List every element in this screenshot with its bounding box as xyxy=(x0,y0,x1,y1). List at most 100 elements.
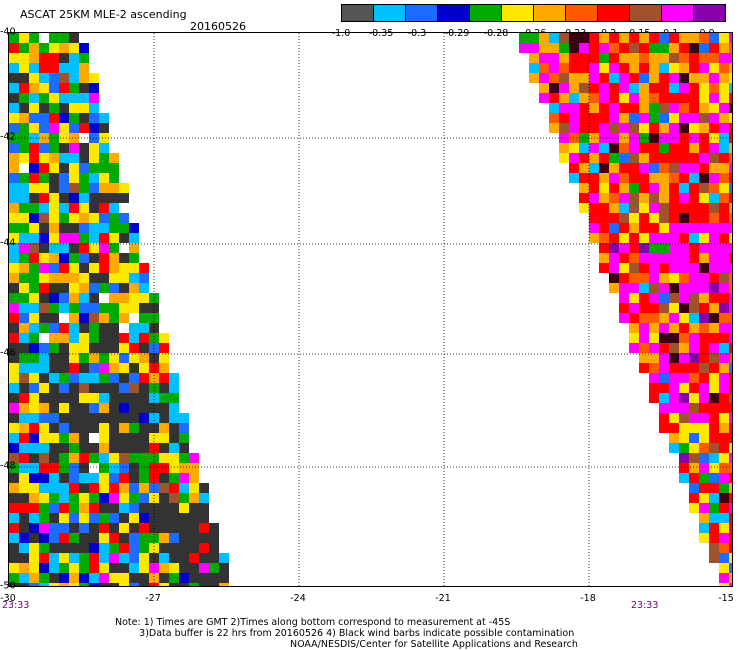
wind-cell xyxy=(719,513,729,523)
wind-cell xyxy=(69,363,79,373)
wind-cell xyxy=(89,433,99,443)
wind-cell xyxy=(109,583,119,586)
wind-cell xyxy=(599,263,609,273)
wind-cell xyxy=(19,153,29,163)
wind-cell xyxy=(119,313,129,323)
wind-cell xyxy=(59,53,69,63)
wind-cell xyxy=(589,163,599,173)
wind-cell xyxy=(689,493,699,503)
wind-cell xyxy=(709,333,719,343)
wind-cell xyxy=(649,203,659,213)
wind-cell xyxy=(99,483,109,493)
wind-cell xyxy=(199,583,209,586)
wind-cell xyxy=(9,553,19,563)
wind-cell xyxy=(199,533,209,543)
wind-cell xyxy=(139,303,149,313)
wind-cell xyxy=(49,183,59,193)
wind-cell xyxy=(699,223,709,233)
wind-cell xyxy=(19,563,29,573)
wind-cell xyxy=(59,73,69,83)
wind-cell xyxy=(89,413,99,423)
wind-cell xyxy=(689,473,699,483)
wind-cell xyxy=(639,113,649,123)
wind-cell xyxy=(719,343,729,353)
wind-cell xyxy=(9,413,19,423)
wind-cell xyxy=(669,433,679,443)
wind-cell xyxy=(59,103,69,113)
wind-cell xyxy=(159,503,169,513)
wind-cell xyxy=(699,83,709,93)
wind-cell xyxy=(609,233,619,243)
wind-cell xyxy=(9,453,19,463)
wind-cell xyxy=(609,183,619,193)
wind-cell xyxy=(649,113,659,123)
wind-cell xyxy=(609,193,619,203)
wind-cell xyxy=(79,83,89,93)
wind-cell xyxy=(9,173,19,183)
wind-cell xyxy=(679,323,689,333)
wind-cell xyxy=(69,443,79,453)
wind-cell xyxy=(49,163,59,173)
wind-cell xyxy=(679,43,689,53)
wind-cell xyxy=(89,93,99,103)
wind-cell xyxy=(159,443,169,453)
colorbar-swatch xyxy=(469,4,502,22)
wind-cell xyxy=(669,403,679,413)
wind-cell xyxy=(649,313,659,323)
wind-cell xyxy=(109,303,119,313)
wind-cell xyxy=(679,343,689,353)
wind-cell xyxy=(179,493,189,503)
wind-cell xyxy=(719,113,729,123)
wind-cell xyxy=(129,363,139,373)
wind-cell xyxy=(39,173,49,183)
wind-cell xyxy=(639,203,649,213)
wind-cell xyxy=(719,93,729,103)
wind-cell xyxy=(9,103,19,113)
wind-cell xyxy=(69,493,79,503)
wind-cell xyxy=(139,513,149,523)
wind-cell xyxy=(159,573,169,583)
wind-cell xyxy=(149,333,159,343)
wind-cell xyxy=(9,243,19,253)
wind-cell xyxy=(729,253,732,263)
wind-cell xyxy=(89,303,99,313)
wind-cell xyxy=(679,233,689,243)
wind-cell xyxy=(149,543,159,553)
wind-cell xyxy=(79,473,89,483)
wind-cell xyxy=(159,373,169,383)
wind-cell xyxy=(29,143,39,153)
wind-cell xyxy=(629,93,639,103)
wind-cell xyxy=(579,113,589,123)
wind-cell xyxy=(79,143,89,153)
wind-cell xyxy=(599,163,609,173)
wind-cell xyxy=(9,353,19,363)
wind-cell xyxy=(159,483,169,493)
wind-cell xyxy=(29,283,39,293)
wind-cell xyxy=(589,63,599,73)
wind-cell xyxy=(149,393,159,403)
wind-cell xyxy=(689,233,699,243)
wind-cell xyxy=(679,293,689,303)
wind-cell xyxy=(669,73,679,83)
wind-cell xyxy=(189,473,199,483)
wind-cell xyxy=(109,553,119,563)
wind-cell xyxy=(19,533,29,543)
wind-cell xyxy=(689,323,699,333)
wind-cell xyxy=(699,373,709,383)
wind-cell xyxy=(129,523,139,533)
wind-cell xyxy=(69,243,79,253)
wind-cell xyxy=(189,583,199,586)
wind-cell xyxy=(619,183,629,193)
wind-cell xyxy=(89,223,99,233)
wind-cell xyxy=(649,343,659,353)
wind-cell xyxy=(689,503,699,513)
wind-cell xyxy=(619,213,629,223)
wind-cell xyxy=(109,493,119,503)
wind-cell xyxy=(599,63,609,73)
wind-cell xyxy=(89,473,99,483)
wind-cell xyxy=(699,343,709,353)
wind-cell xyxy=(59,43,69,53)
wind-cell xyxy=(719,173,729,183)
wind-cell xyxy=(679,73,689,83)
wind-cell xyxy=(79,213,89,223)
